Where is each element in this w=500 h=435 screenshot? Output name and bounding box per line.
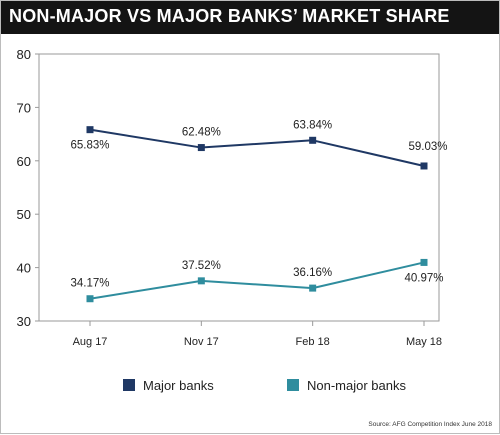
data-point [197, 277, 205, 285]
title-bar: NON-MAJOR VS MAJOR BANKS’ MARKET SHARE [1, 1, 499, 34]
legend-swatch [123, 379, 135, 391]
legend-label: Major banks [143, 378, 214, 393]
y-tick-label: 30 [17, 314, 31, 329]
x-tick-label: Feb 18 [296, 336, 330, 348]
data-point [86, 126, 94, 134]
x-tick-label: Aug 17 [73, 336, 108, 348]
data-label: 59.03% [408, 141, 447, 153]
y-tick-label: 60 [17, 154, 31, 169]
data-label: 63.84% [293, 119, 332, 131]
data-label: 34.17% [70, 278, 109, 290]
data-point [420, 258, 428, 266]
series-line [89, 261, 425, 300]
data-label: 36.16% [293, 267, 332, 279]
data-point [86, 295, 94, 303]
y-tick-label: 80 [17, 47, 31, 62]
chart-title: NON-MAJOR VS MAJOR BANKS’ MARKET SHARE [9, 6, 450, 26]
data-point [309, 284, 317, 292]
data-label: 37.52% [182, 260, 221, 272]
y-tick-label: 50 [17, 207, 31, 222]
data-point [420, 162, 428, 170]
data-point [309, 136, 317, 144]
legend-label: Non-major banks [307, 378, 406, 393]
series-layer: 65.83% 62.48% 63.84% 59.03% 34.17% 37.52% 36.1… [70, 119, 448, 303]
data-label: 40.97% [404, 272, 443, 284]
axes: 30 40 50 60 70 80 Aug 17 Nov 17 Feb 18 May 18 [17, 47, 443, 348]
legend: Major banks Non-major banks [123, 378, 406, 393]
data-label: 62.48% [182, 127, 221, 139]
source-note: Source: AFG Competition Index June 2018 [368, 421, 492, 428]
y-tick-label: 40 [17, 261, 31, 276]
plot-area-border [38, 53, 440, 322]
y-tick-label: 70 [17, 100, 31, 115]
x-tick-label: Nov 17 [184, 336, 219, 348]
data-label: 65.83% [70, 140, 109, 152]
legend-swatch [287, 379, 299, 391]
data-point [197, 144, 205, 152]
x-tick-label: May 18 [406, 336, 442, 348]
series-line [89, 128, 425, 167]
